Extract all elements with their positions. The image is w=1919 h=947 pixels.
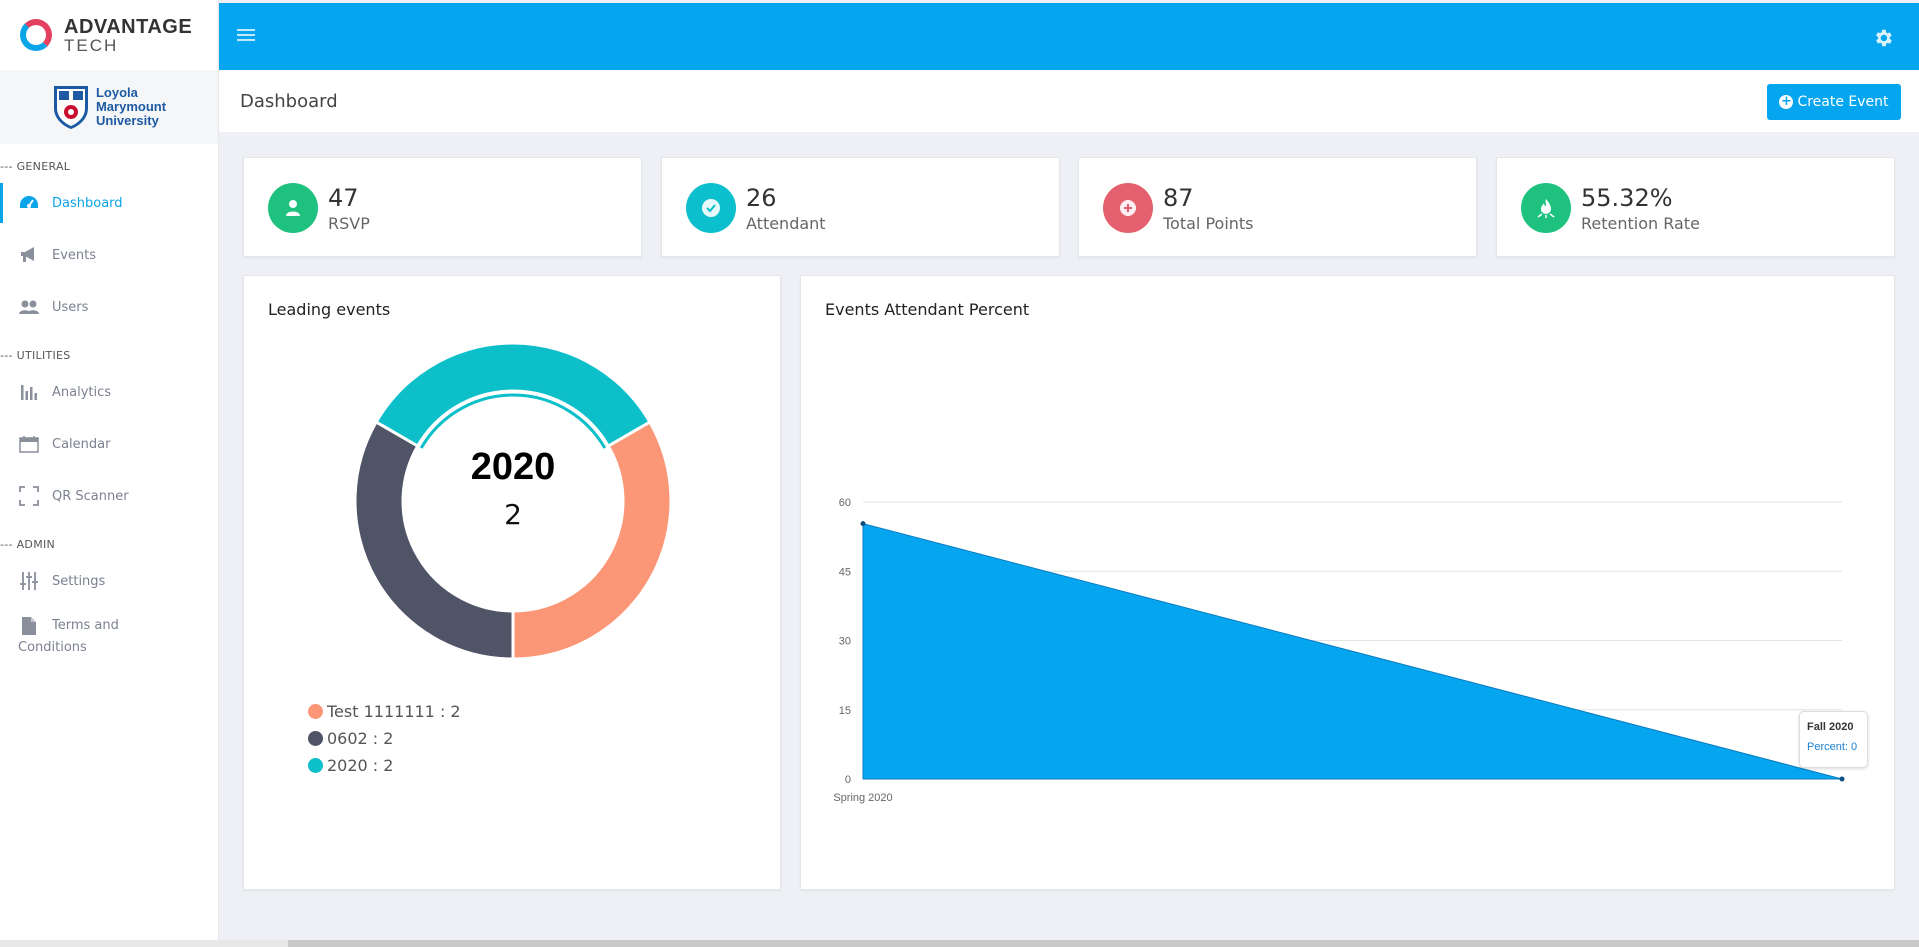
users-icon — [18, 296, 40, 318]
sidebar-item-qr-scanner[interactable]: QR Scanner — [0, 470, 218, 522]
data-point[interactable] — [860, 521, 866, 527]
stat-label: RSVP — [328, 214, 370, 233]
donut-slice[interactable] — [353, 419, 515, 661]
plus-icon — [1103, 183, 1153, 233]
university-crest-icon — [53, 86, 88, 129]
brand-logo[interactable]: ADVANTAGE TECH — [0, 0, 218, 70]
leading-events-donut-chart: 2020 2 — [353, 341, 673, 661]
legend-dot — [308, 704, 323, 719]
stat-card-retention-rate: 55.32% Retention Rate — [1496, 157, 1895, 257]
user-icon — [268, 183, 318, 233]
sidebar-item-label: Events — [52, 247, 97, 263]
stat-card-rsvp: 47 RSVP — [243, 157, 642, 257]
legend-item[interactable]: 0602 : 2 — [308, 729, 393, 748]
area-series-percent[interactable] — [862, 522, 1843, 780]
legend-dot — [308, 731, 323, 746]
sidebar-item-label: Dashboard — [52, 195, 123, 211]
stat-value: 47 — [328, 184, 359, 212]
y-tick-label: 45 — [839, 566, 851, 578]
plus-circle-icon: + — [1779, 94, 1794, 109]
sidebar: ADVANTAGE TECH Loyola Marymount Universi… — [0, 0, 219, 940]
stat-card-attendant: 26 Attendant — [661, 157, 1060, 257]
leading-events-title: Leading events — [268, 300, 391, 319]
hamburger-menu-icon[interactable] — [237, 29, 255, 44]
stat-card-total-points: 87 Total Points — [1078, 157, 1477, 257]
brand-ring-icon — [20, 19, 52, 51]
legend-dot — [308, 758, 323, 773]
stat-value: 87 — [1163, 184, 1194, 212]
legend-item[interactable]: 2020 : 2 — [308, 756, 393, 775]
data-point[interactable] — [1839, 776, 1845, 782]
sidebar-item-terms[interactable]: Terms and Conditions — [0, 607, 218, 671]
university-name-line3: University — [95, 113, 159, 128]
sidebar-item-label: Settings — [52, 573, 106, 589]
sidebar-item-settings[interactable]: Settings — [0, 555, 218, 607]
sidebar-item-label: QR Scanner — [52, 488, 129, 504]
sidebar-item-calendar[interactable]: Calendar — [0, 418, 218, 470]
stat-label: Attendant — [746, 214, 826, 233]
section-label-utilities: --- UTILITIES — [0, 349, 71, 362]
sidebar-item-label: Analytics — [52, 384, 112, 400]
legend-item[interactable]: Test 1111111 : 2 — [308, 702, 461, 721]
section-label-admin: --- ADMIN — [0, 538, 56, 551]
attendance-area-chart: 0 15 30 45 60 Spring 2020 — [833, 497, 1845, 804]
fire-icon — [1521, 183, 1571, 233]
chart-tooltip: Fall 2020 Percent: 0 — [1799, 711, 1868, 768]
scrollbar-thumb[interactable] — [288, 940, 1919, 947]
stat-value: 55.32% — [1581, 184, 1673, 212]
qr-scan-icon — [18, 485, 40, 507]
stat-value: 26 — [746, 184, 777, 212]
tooltip-value: Percent: 0 — [1807, 741, 1858, 753]
legend-label: 2020 : 2 — [327, 756, 394, 775]
sidebar-item-analytics[interactable]: Analytics — [0, 366, 218, 418]
attendance-panel: Events Attendant Percent 0 15 30 45 60 Sprin… — [800, 275, 1895, 890]
university-name-line2: Marymount — [95, 99, 167, 114]
attendance-title: Events Attendant Percent — [825, 300, 1030, 319]
sidebar-item-label: Users — [52, 299, 89, 315]
leading-events-panel: Leading events 2020 2 Test 1111111 : 2 0… — [243, 275, 781, 890]
tooltip-title: Fall 2020 — [1807, 721, 1854, 733]
document-icon — [18, 615, 40, 637]
horizontal-scrollbar[interactable] — [0, 940, 1919, 947]
university-name-line1: Loyola — [95, 85, 138, 100]
brand-name: ADVANTAGE — [64, 15, 193, 38]
calendar-icon — [18, 433, 40, 455]
donut-center-title: 2020 — [471, 446, 556, 488]
gear-icon[interactable] — [1872, 27, 1894, 49]
y-tick-label: 0 — [845, 774, 851, 786]
donut-slice[interactable] — [374, 341, 652, 449]
dashboard-gauge-icon — [18, 192, 40, 214]
sidebar-item-events[interactable]: Events — [0, 229, 218, 281]
brand-sub: TECH — [64, 35, 119, 55]
sidebar-item-label: Calendar — [52, 436, 111, 452]
page-header: Dashboard + Create Event — [219, 70, 1919, 132]
donut-hover-ring — [419, 393, 607, 449]
stat-label: Retention Rate — [1581, 214, 1700, 233]
bar-chart-icon — [18, 381, 40, 403]
page-title: Dashboard — [240, 91, 338, 112]
legend-label: 0602 : 2 — [327, 729, 394, 748]
sidebar-item-dashboard[interactable]: Dashboard — [0, 177, 218, 229]
donut-slice[interactable] — [511, 419, 673, 661]
section-label-general: --- GENERAL — [0, 160, 71, 173]
create-event-button[interactable]: + Create Event — [1767, 84, 1901, 120]
topbar — [219, 3, 1919, 70]
x-tick-label: Spring 2020 — [833, 792, 892, 804]
stat-label: Total Points — [1163, 214, 1254, 233]
y-tick-label: 30 — [839, 636, 851, 648]
y-tick-label: 15 — [839, 705, 851, 717]
megaphone-icon — [18, 244, 40, 266]
y-tick-label: 60 — [839, 497, 851, 509]
sidebar-item-label: Terms and Conditions — [18, 618, 119, 655]
sidebar-item-users[interactable]: Users — [0, 281, 218, 333]
sliders-icon — [18, 570, 40, 592]
legend-label: Test 1111111 : 2 — [327, 702, 461, 721]
donut-center-value: 2 — [504, 498, 522, 531]
university-logo: Loyola Marymount University — [0, 70, 218, 144]
create-event-label: Create Event — [1797, 94, 1889, 110]
check-icon — [686, 183, 736, 233]
